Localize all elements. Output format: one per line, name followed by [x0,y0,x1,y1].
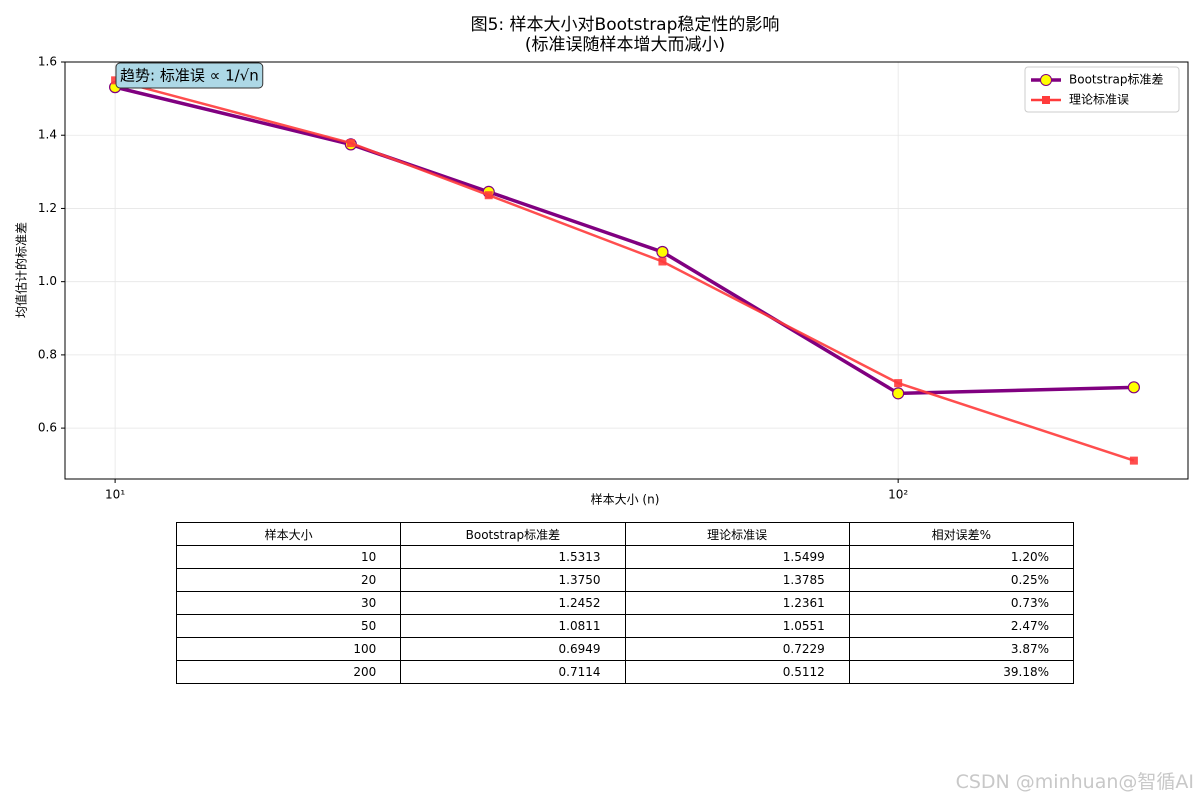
table-cell: 1.2361 [624,591,850,615]
point [111,76,120,85]
point [1127,381,1140,394]
data-table: 样本大小 Bootstrap标准差 理论标准误 相对误差% 10 1.5313 1.5499… [175,522,1075,684]
table-cell: 0.25% [848,568,1075,592]
table-cell: 0.7229 [624,637,850,661]
table-cell: 0.5112 [624,660,850,684]
table-row: 50 1.0811 1.0551 2.47% [175,614,1075,638]
legend-marker [1042,96,1050,104]
table-row: 30 1.2452 1.2361 0.73% [175,591,1075,615]
table-cell: 50 [175,614,402,638]
y-axis-label: 均值估计的标准差 [14,222,29,318]
annotation: 趋势: 标准误 ∝ 1/√n [115,62,264,89]
table-cell: 100 [175,637,402,661]
table-cell: 1.2452 [400,591,626,615]
legend-label: Bootstrap标准差 [1069,73,1163,87]
point [658,257,667,266]
y-tick-label: 1.2 [38,201,57,215]
point [892,387,905,400]
table-row: 200 0.7114 0.5112 39.18% [175,660,1075,684]
chart: 图5: 样本大小对Bootstrap稳定性的影响 (标准误随样本增大而减小) 样… [14,15,1189,507]
table-cell: 0.7114 [400,660,626,684]
legend-marker [1040,74,1052,86]
table-header-row: 样本大小 Bootstrap标准差 理论标准误 相对误差% [175,522,1075,546]
chart-title: 图5: 样本大小对Bootstrap稳定性的影响 [471,15,780,35]
plot-frame [64,61,1189,480]
point [484,191,493,200]
point [346,139,355,148]
y-tick-label: 0.6 [38,421,57,435]
y-tick-label: 0.8 [38,347,57,361]
header-cell: 理论标准误 [624,522,850,546]
table-cell: 1.0811 [400,614,626,638]
table-cell: 1.3750 [400,568,626,592]
table-row: 20 1.3750 1.3785 0.25% [175,568,1075,592]
watermark: CSDN @minhuan@智循AI [955,771,1194,793]
x-tick-label: 10¹ [105,488,125,502]
table-cell: 30 [175,591,402,615]
y-tick-label: 1.0 [38,274,57,288]
table-cell: 10 [175,545,402,569]
legend-label: 理论标准误 [1069,93,1129,107]
table-cell: 1.3785 [624,568,850,592]
table-cell: 2.47% [848,614,1075,638]
table-cell: 1.20% [848,545,1075,569]
y-tick-label: 1.4 [38,128,57,142]
table-cell: 3.87% [848,637,1075,661]
series-line [114,79,1135,462]
point [1129,456,1138,465]
table-cell: 1.5313 [400,545,626,569]
header-cell: 相对误差% [848,522,1075,546]
x-tick-label: 10² [888,488,908,502]
y-tick-label: 1.6 [38,55,57,69]
series-line [114,85,1134,396]
point [656,245,669,259]
table-cell: 0.6949 [400,637,626,661]
table-cell: 0.73% [848,591,1075,615]
header-cell: Bootstrap标准差 [400,522,626,546]
table-row: 100 0.6949 0.7229 3.87% [175,637,1075,661]
table-cell: 1.0551 [624,614,850,638]
table-cell: 20 [175,568,402,592]
table-cell: 200 [175,660,402,684]
annotation-box [115,62,264,89]
table-row: 10 1.5313 1.5499 1.20% [175,545,1075,569]
x-axis-label: 样本大小 (n) [591,492,660,507]
header-cell: 样本大小 [175,522,402,546]
legend-box [1024,66,1180,113]
table-cell: 39.18% [848,660,1075,684]
annotation-text: 趋势: 标准误 ∝ 1/√n [120,67,259,85]
table-cell: 1.5499 [624,545,850,569]
point [894,379,903,388]
chart-subtitle: (标准误随样本增大而减小) [525,35,725,55]
